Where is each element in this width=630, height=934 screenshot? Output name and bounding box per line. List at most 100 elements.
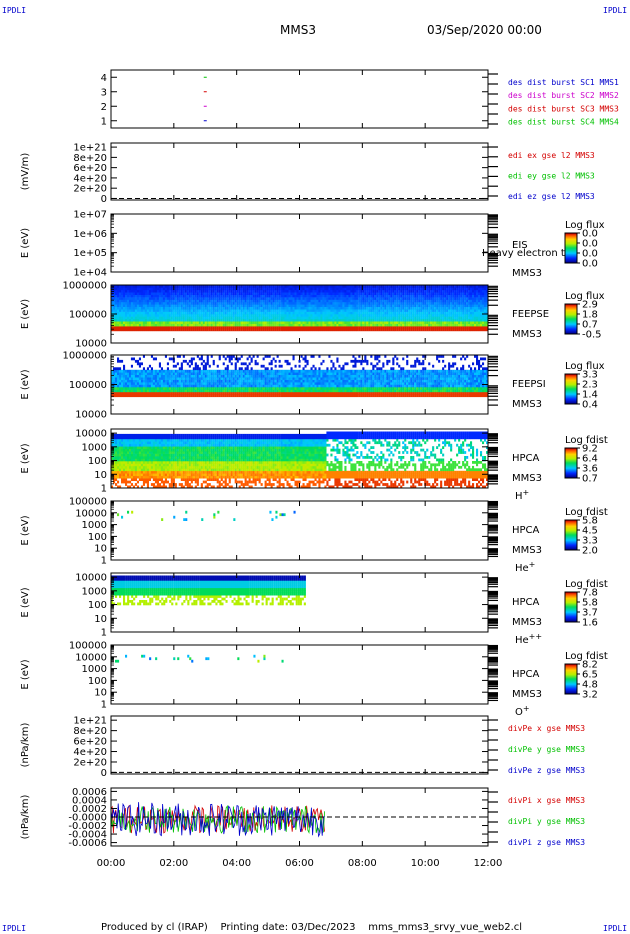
spectrogram-cell (168, 389, 171, 393)
spectrogram-cell (444, 297, 447, 300)
spectrogram-cell (188, 391, 191, 395)
spectrogram-cell (254, 369, 257, 373)
spectrogram-cell (154, 379, 157, 383)
spectrogram-cell (364, 299, 367, 303)
spectrogram-cell (288, 309, 291, 312)
spectrogram-cell (132, 309, 135, 312)
spectrogram-cell (324, 289, 327, 293)
spectrogram-cell (418, 309, 421, 312)
spectrogram-cell (284, 294, 287, 298)
spectrogram-cell (308, 306, 311, 310)
spectrogram-cell (436, 294, 439, 298)
spectrogram-cell (230, 362, 233, 366)
spectrogram-cell (119, 372, 122, 375)
spectrogram-cell (328, 323, 331, 327)
spectrogram-cell (306, 314, 309, 317)
spectrogram-cell (140, 306, 143, 310)
spectrogram-cell (210, 311, 213, 315)
spectrogram-cell (204, 382, 207, 385)
colorbar-swatch (565, 242, 577, 244)
spectrogram-cell (212, 372, 215, 375)
spectrogram-cell (204, 379, 207, 383)
spectrogram-cell (206, 394, 209, 398)
spectrogram-cell (424, 326, 427, 329)
spectrogram-cell (316, 311, 319, 315)
spectrogram-cell (115, 391, 118, 395)
spectrogram-cell (376, 323, 379, 327)
spectrogram-cell (240, 394, 243, 398)
spectrogram-cell (210, 389, 213, 393)
spectrogram-cell (216, 369, 219, 373)
spectrogram-cell (426, 318, 429, 322)
spectrogram-cell (242, 362, 245, 366)
spectrogram-cell (406, 328, 409, 332)
spectrogram-cell (206, 292, 209, 295)
spectrogram-cell (158, 369, 161, 373)
spectrogram-cell (334, 289, 337, 293)
spectrogram-cell (238, 323, 241, 327)
spectrogram-cell (276, 374, 279, 378)
spectrogram-cell (358, 321, 361, 324)
spectrogram-cell (180, 285, 183, 288)
spectrogram-cell (276, 379, 279, 383)
spectrogram-cell (119, 382, 122, 385)
spectrogram-cell (218, 289, 221, 293)
spectrogram-cell (154, 328, 157, 332)
spectrogram-cell (150, 379, 153, 383)
spectrogram-cell (160, 309, 163, 312)
spectrogram-cell (152, 304, 155, 307)
spectrogram-cell (234, 306, 237, 310)
spectrogram-cell (380, 294, 383, 298)
spectrogram-cell (280, 328, 283, 332)
spectrogram-cell (180, 328, 183, 332)
spectrogram-cell (188, 323, 191, 327)
spectrogram-cell (196, 367, 199, 371)
spectrogram-cell (364, 323, 367, 327)
colorbar-swatch (565, 329, 577, 331)
spectrogram-cell (424, 297, 427, 300)
spectrogram-cell (296, 321, 299, 324)
spectrogram-cell (472, 314, 475, 317)
spectrogram-cell (142, 377, 145, 380)
spectrogram-cell (468, 323, 471, 327)
spectrogram-cell (180, 304, 183, 307)
spectrogram-cell (454, 301, 457, 305)
colorbar-swatch (565, 321, 577, 323)
spectrogram-cell (180, 389, 183, 393)
spectrogram-cell (238, 367, 241, 371)
spectrogram-cell (390, 326, 393, 329)
spectrogram-cell (406, 294, 409, 298)
spectrogram-cell (142, 309, 145, 312)
spectrogram-cell (113, 314, 116, 317)
spectrogram-cell (448, 297, 451, 300)
spectrogram-cell (318, 294, 321, 298)
spectrogram-cell (288, 301, 291, 305)
spectrogram-cell (138, 326, 141, 329)
spectrogram-cell (294, 285, 297, 288)
spectrogram-cell (252, 292, 255, 295)
spectrogram-cell (138, 306, 141, 310)
spectrogram-cell (368, 285, 371, 288)
spectrogram-cell (134, 382, 137, 385)
spectrogram-cell (478, 314, 481, 317)
spectrogram-cell (466, 314, 469, 317)
spectrogram-cell (376, 314, 379, 317)
spectrogram-cell (372, 314, 375, 317)
spectrogram-cell (234, 382, 237, 385)
spectrogram-cell (260, 306, 263, 310)
spectrogram-cell (186, 318, 189, 322)
spectrogram-cell (398, 304, 401, 307)
spectrogram-cell (448, 306, 451, 310)
spectrogram-cell (180, 384, 183, 388)
spectrogram-cell (196, 382, 199, 385)
spectrogram-cell (414, 326, 417, 329)
spectrogram-cell (220, 294, 223, 298)
spectrogram-cell (266, 304, 269, 307)
spectrogram-cell (302, 326, 305, 329)
spectrogram-cell (410, 316, 413, 320)
spectrogram-cell (486, 289, 489, 293)
spectrogram-cell (468, 321, 471, 324)
legend-entry: des dist burst SC3 MMS3 (508, 104, 619, 113)
spectrogram-cell (242, 294, 245, 298)
spectrogram-cell (466, 287, 469, 291)
